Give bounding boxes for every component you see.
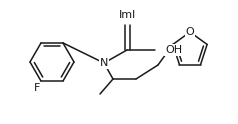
Text: F: F [34, 83, 40, 93]
Text: O: O [186, 27, 194, 37]
Text: Iml: Iml [118, 10, 136, 20]
Text: OH: OH [165, 45, 182, 55]
Text: N: N [100, 58, 108, 68]
